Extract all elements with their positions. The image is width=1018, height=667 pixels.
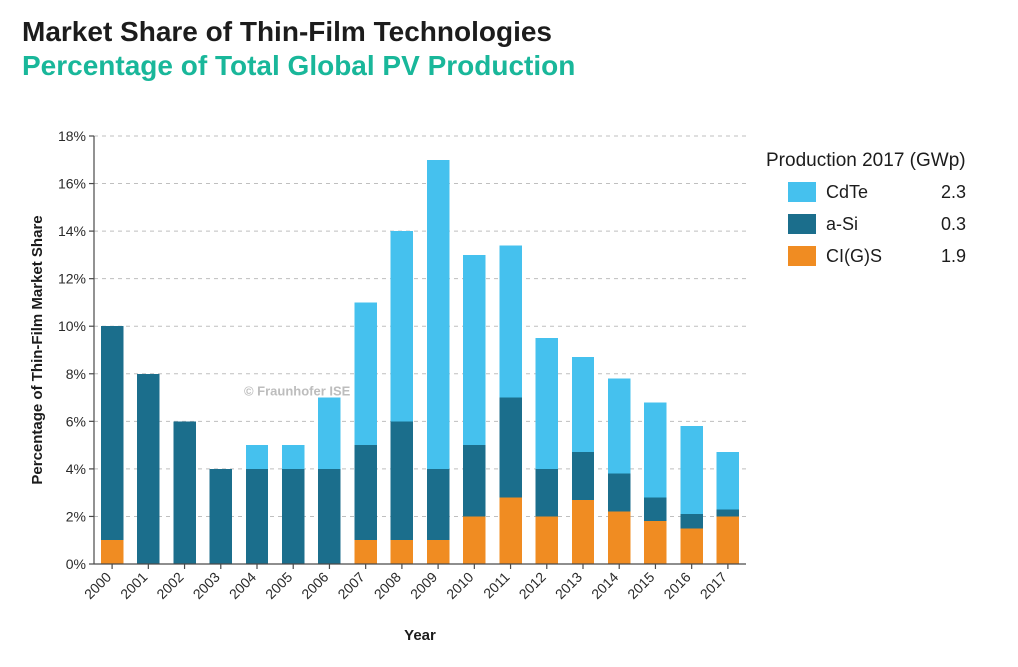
legend-value: 2.3 (941, 182, 966, 202)
xtick-label: 2002 (153, 569, 186, 602)
bar-cigs (499, 497, 521, 564)
bar-cdte (463, 255, 485, 445)
xtick-label: 2010 (443, 569, 476, 602)
bar-cdte (608, 379, 630, 474)
legend-swatch (788, 246, 816, 266)
bar-cdte (572, 357, 594, 452)
bar-cigs (463, 516, 485, 564)
bar-cigs (536, 516, 558, 564)
xtick-label: 2013 (552, 569, 585, 602)
xtick-label: 2012 (516, 569, 549, 602)
xtick-label: 2011 (480, 569, 513, 602)
ytick-label: 12% (58, 271, 86, 287)
bar-cdte (391, 231, 413, 421)
bar-asi (427, 469, 449, 540)
bar-asi (354, 445, 376, 540)
bar-asi (246, 469, 268, 564)
legend-label: CdTe (826, 182, 868, 202)
chart-title-main: Market Share of Thin-Film Technologies (22, 16, 996, 48)
xtick-label: 2007 (334, 569, 367, 602)
bar-cdte (499, 245, 521, 397)
bar-asi (101, 326, 123, 540)
bar-cigs (354, 540, 376, 564)
ytick-label: 0% (66, 556, 86, 572)
bar-asi (499, 398, 521, 498)
xtick-label: 2001 (117, 569, 150, 602)
stacked-bar-chart: 0%2%4%6%8%10%12%14%16%18%200020012002200… (22, 130, 996, 650)
bar-asi (318, 469, 340, 564)
bar-asi (210, 469, 232, 564)
legend-title: Production 2017 (GWp) (766, 150, 966, 171)
xtick-label: 2004 (226, 569, 259, 602)
bar-asi (680, 514, 702, 528)
bar-asi (173, 421, 195, 564)
bar-asi (717, 509, 739, 516)
ytick-label: 10% (58, 318, 86, 334)
bar-cigs (644, 521, 666, 564)
bar-asi (137, 374, 159, 564)
bar-cdte (717, 452, 739, 509)
chart-title-sub: Percentage of Total Global PV Production (22, 50, 996, 82)
y-axis-title: Percentage of Thin-Film Market Share (29, 215, 46, 484)
bar-asi (536, 469, 558, 517)
ytick-label: 2% (66, 508, 86, 524)
bar-cigs (427, 540, 449, 564)
watermark: © Fraunhofer ISE (244, 384, 351, 399)
bar-asi (608, 474, 630, 512)
bar-cigs (101, 540, 123, 564)
bar-cdte (680, 426, 702, 514)
ytick-label: 4% (66, 461, 86, 477)
bar-asi (391, 421, 413, 540)
bar-asi (644, 497, 666, 521)
ytick-label: 6% (66, 413, 86, 429)
xtick-label: 2017 (697, 569, 730, 602)
bar-cdte (644, 402, 666, 497)
xtick-label: 2000 (81, 569, 114, 602)
bar-cdte (246, 445, 268, 469)
xtick-label: 2015 (624, 569, 657, 602)
xtick-label: 2006 (298, 569, 331, 602)
bar-cigs (680, 528, 702, 564)
ytick-label: 16% (58, 176, 86, 192)
legend-label: a-Si (826, 214, 858, 234)
bar-asi (282, 469, 304, 564)
chart-container: 0%2%4%6%8%10%12%14%16%18%200020012002200… (22, 130, 996, 650)
bar-cigs (717, 516, 739, 564)
bar-cigs (572, 500, 594, 564)
xtick-label: 2008 (371, 569, 404, 602)
bar-cigs (391, 540, 413, 564)
legend-swatch (788, 214, 816, 234)
bar-cdte (282, 445, 304, 469)
bar-cdte (536, 338, 558, 469)
bar-cdte (318, 398, 340, 469)
bar-cigs (608, 512, 630, 564)
ytick-label: 18% (58, 130, 86, 144)
legend-label: CI(G)S (826, 246, 882, 266)
ytick-label: 8% (66, 366, 86, 382)
legend-value: 0.3 (941, 214, 966, 234)
legend-value: 1.9 (941, 246, 966, 266)
xtick-label: 2016 (660, 569, 693, 602)
legend-swatch (788, 182, 816, 202)
ytick-label: 14% (58, 223, 86, 239)
xtick-label: 2014 (588, 569, 621, 602)
xtick-label: 2009 (407, 569, 440, 602)
bar-cdte (427, 160, 449, 469)
x-axis-title: Year (404, 627, 436, 644)
bar-asi (463, 445, 485, 516)
bar-cdte (354, 302, 376, 445)
xtick-label: 2003 (190, 569, 223, 602)
bar-asi (572, 452, 594, 500)
xtick-label: 2005 (262, 569, 295, 602)
